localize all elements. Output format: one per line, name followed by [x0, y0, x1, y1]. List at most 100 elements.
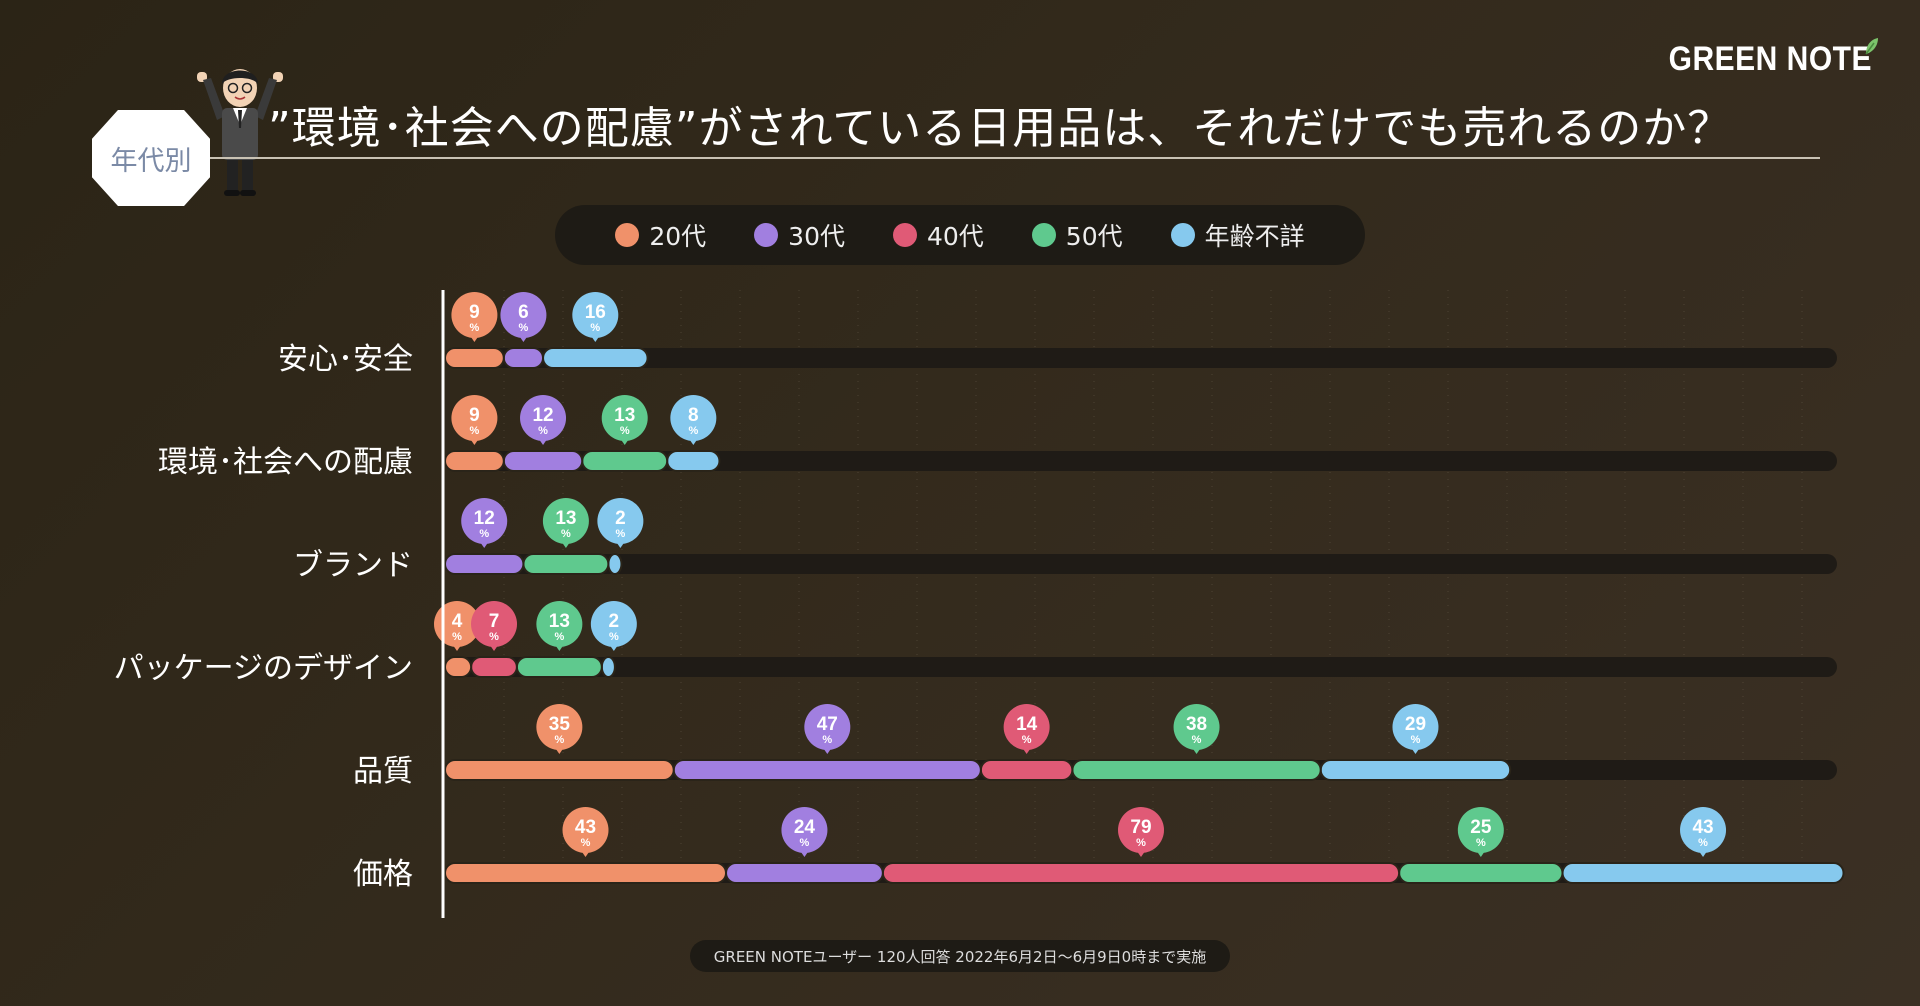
value-label: 2 — [615, 508, 626, 529]
bar-segment — [470, 656, 518, 678]
bar-segment — [1561, 862, 1845, 884]
bar-segment — [1319, 759, 1512, 781]
value-unit: % — [1698, 837, 1708, 849]
value-pin — [1392, 704, 1439, 750]
value-label: 13 — [614, 405, 635, 426]
chart-legend: 20代 30代 40代 50代 年齢不詳 — [555, 205, 1365, 265]
survey-footnote: GREEN NOTEユーザー 120人回答 2022年6月2日〜6月9日0時まで… — [690, 940, 1230, 972]
bar-segment — [979, 759, 1074, 781]
value-unit: % — [609, 631, 619, 643]
legend-dot — [754, 223, 779, 247]
value-unit: % — [561, 528, 571, 540]
value-pin — [572, 292, 619, 338]
value-unit: % — [479, 528, 489, 540]
bar-segment — [725, 862, 884, 884]
value-pin — [1680, 807, 1727, 853]
title-underline — [210, 157, 1820, 159]
bar-segment — [444, 553, 525, 575]
category-label: 環境･社会への配慮 — [158, 445, 413, 480]
value-label: 13 — [555, 508, 576, 529]
bar-segment — [515, 656, 603, 678]
value-pin — [520, 395, 567, 441]
category-label: 価格 — [353, 857, 413, 892]
value-pin — [451, 395, 498, 441]
value-unit: % — [554, 631, 564, 643]
bar-segment — [502, 450, 584, 472]
category-label: パッケージのデザイン — [114, 651, 413, 686]
bar-segment — [581, 450, 669, 472]
value-unit: % — [1476, 837, 1486, 849]
legend-dot — [892, 223, 917, 247]
value-label: 47 — [817, 714, 838, 735]
bar-segment — [444, 656, 473, 678]
value-label: 14 — [1016, 714, 1038, 735]
value-unit: % — [452, 631, 462, 643]
value-pin — [536, 704, 583, 750]
bar-segment — [600, 656, 616, 678]
mascot-illustration — [197, 69, 283, 196]
bar-track — [445, 348, 1837, 368]
value-label: 12 — [532, 405, 553, 426]
value-unit: % — [590, 322, 600, 334]
value-unit: % — [470, 322, 480, 334]
value-label: 29 — [1405, 714, 1426, 735]
value-unit: % — [1192, 734, 1202, 746]
legend-label: 20代 — [649, 222, 707, 251]
value-label: 35 — [549, 714, 571, 735]
bar-segment — [444, 759, 675, 781]
value-unit: % — [519, 322, 529, 334]
legend-item-30s: 30代 — [754, 217, 845, 253]
value-pin — [601, 395, 648, 441]
bar-segment — [542, 347, 649, 369]
value-label: 2 — [609, 611, 620, 632]
legend-dot — [1170, 223, 1195, 247]
bar-segment — [881, 862, 1401, 884]
value-pin — [1118, 807, 1164, 853]
bar-segment — [444, 862, 728, 884]
value-pin — [536, 601, 583, 647]
bar-segment — [607, 553, 623, 575]
value-label: 43 — [1692, 817, 1713, 838]
bar-segment — [1071, 759, 1322, 781]
category-label: ブランド — [293, 548, 413, 583]
value-unit: % — [554, 734, 564, 746]
value-pin — [434, 601, 480, 647]
value-pin — [451, 292, 498, 338]
value-label: 7 — [489, 611, 500, 632]
value-pin — [1173, 704, 1220, 750]
value-unit: % — [620, 425, 630, 437]
legend-item-unknown-age: 年齢不詳 — [1170, 217, 1305, 253]
value-pin — [500, 292, 547, 338]
value-pin — [471, 601, 518, 647]
bar-segment — [1398, 862, 1564, 884]
value-label: 79 — [1130, 817, 1151, 838]
bar-segment — [502, 347, 545, 369]
value-pin — [781, 807, 828, 853]
legend-item-40s: 40代 — [892, 217, 984, 253]
value-label: 16 — [585, 302, 606, 323]
legend-label: 40代 — [926, 222, 984, 251]
value-label: 6 — [518, 302, 529, 323]
value-unit: % — [800, 837, 810, 849]
value-unit: % — [615, 528, 625, 540]
value-pin — [542, 498, 589, 544]
value-pin — [1003, 704, 1050, 750]
category-label: 安心･安全 — [278, 342, 413, 377]
value-pin — [804, 704, 851, 750]
value-pin — [597, 498, 644, 544]
value-label: 12 — [474, 508, 495, 529]
value-label: 43 — [575, 817, 596, 838]
legend-label: 30代 — [788, 222, 845, 251]
bar-segment — [672, 759, 982, 781]
value-unit: % — [470, 425, 480, 437]
value-pin — [670, 395, 717, 441]
value-pin — [461, 498, 508, 544]
value-label: 9 — [469, 302, 480, 323]
value-label: 9 — [469, 405, 480, 426]
value-label: 24 — [794, 817, 816, 838]
value-unit: % — [1022, 734, 1032, 746]
value-label: 25 — [1470, 817, 1492, 838]
bar-track — [445, 554, 1837, 574]
legend-dot — [1031, 223, 1056, 247]
